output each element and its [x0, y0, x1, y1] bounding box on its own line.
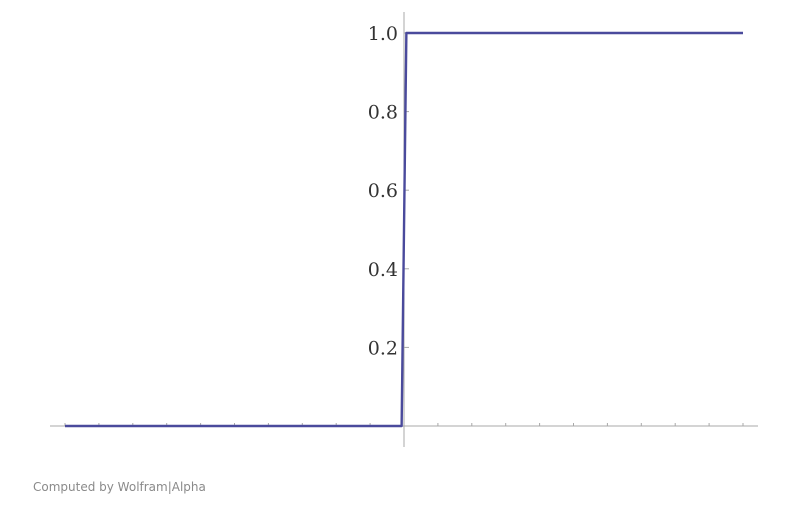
series-layer [65, 31, 743, 428]
x-axis-ticks [64, 423, 744, 426]
y-tick-label: 1.0 [368, 23, 398, 45]
step-curve [65, 31, 743, 428]
computed-by-credit: Computed by Wolfram|Alpha [33, 480, 206, 494]
step-function-plot: 0.2 0.4 0.6 0.8 1.0 [50, 12, 758, 447]
y-tick-label: 0.6 [368, 180, 398, 202]
y-tick-label: 0.2 [368, 337, 398, 359]
y-tick-labels: 0.2 0.4 0.6 0.8 1.0 [368, 23, 409, 359]
y-tick-label: 0.4 [368, 259, 398, 281]
y-tick-label: 0.8 [368, 102, 398, 124]
